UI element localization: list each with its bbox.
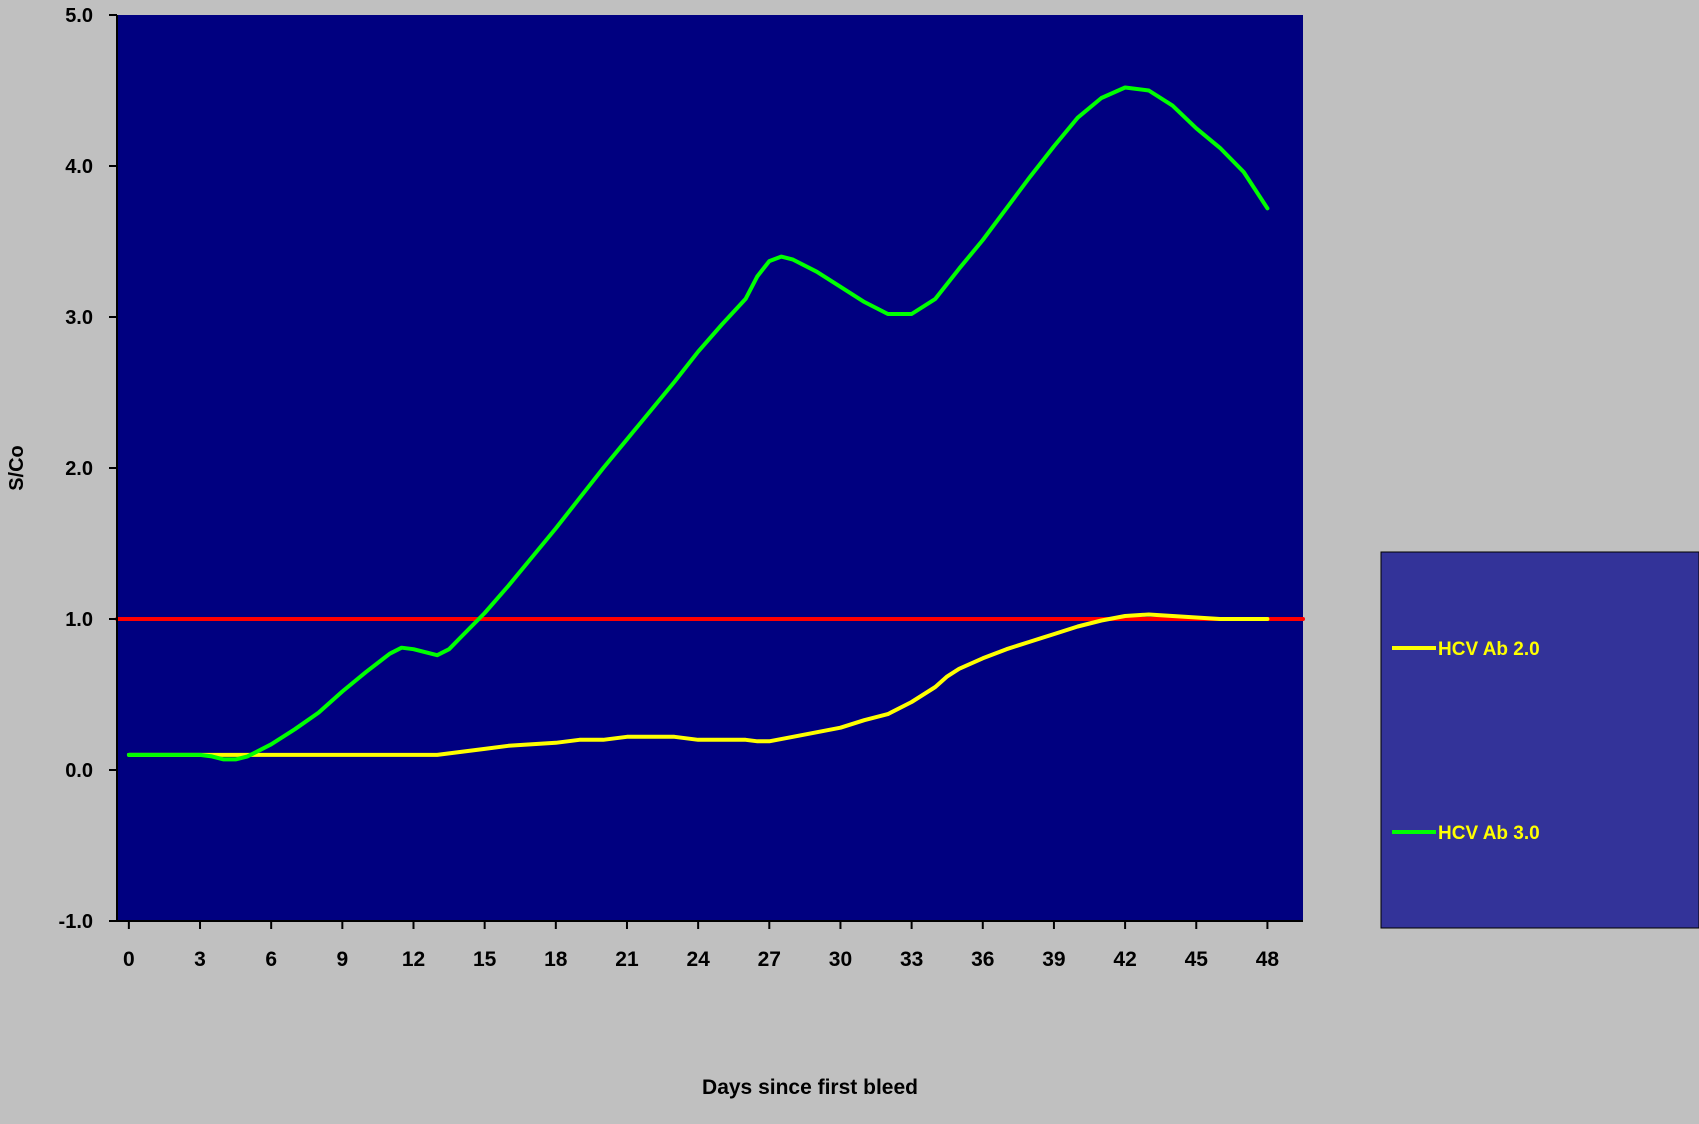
x-tick-label: 39 <box>1042 948 1065 971</box>
legend: HCV Ab 2.0 HCV Ab 3.0 <box>1380 551 1699 929</box>
y-tick-label: -1.0 <box>59 911 93 933</box>
x-tick-label: 9 <box>336 948 348 971</box>
x-tick-label: 12 <box>402 948 425 971</box>
y-tick-label: 4.0 <box>65 156 93 178</box>
x-tick-label: 24 <box>686 948 710 971</box>
x-tick-label: 3 <box>194 948 206 971</box>
y-tick-label: 5.0 <box>65 5 93 27</box>
x-tick-label: 48 <box>1256 948 1280 971</box>
legend-label-hcv-ab-2: HCV Ab 2.0 <box>1438 639 1540 660</box>
plot-area <box>117 15 1303 921</box>
x-tick-label: 36 <box>971 948 994 971</box>
y-axis-label: S/Co <box>6 445 28 491</box>
x-tick-label: 27 <box>758 948 781 971</box>
x-tick-label: 42 <box>1113 948 1136 971</box>
legend-label-hcv-ab-3: HCV Ab 3.0 <box>1438 823 1540 844</box>
x-tick-label: 30 <box>829 948 852 971</box>
x-tick-label: 21 <box>615 948 639 971</box>
x-tick-label: 45 <box>1185 948 1209 971</box>
x-tick-label: 33 <box>900 948 923 971</box>
legend-box <box>1380 551 1699 929</box>
series-line-hcv-ab-2 <box>126 612 1270 757</box>
y-tick-label: 0.0 <box>65 760 93 782</box>
x-tick-label: 18 <box>544 948 568 971</box>
y-tick-label: 3.0 <box>65 307 93 329</box>
x-tick-label: 6 <box>265 948 277 971</box>
x-tick-label: 0 <box>123 948 135 971</box>
x-tick-label: 15 <box>473 948 497 971</box>
x-axis-label: Days since first bleed <box>702 1076 918 1099</box>
y-tick-label: 2.0 <box>65 458 93 480</box>
series-line-hcv-ab-3 <box>126 85 1270 762</box>
y-tick-label: 1.0 <box>65 609 93 631</box>
